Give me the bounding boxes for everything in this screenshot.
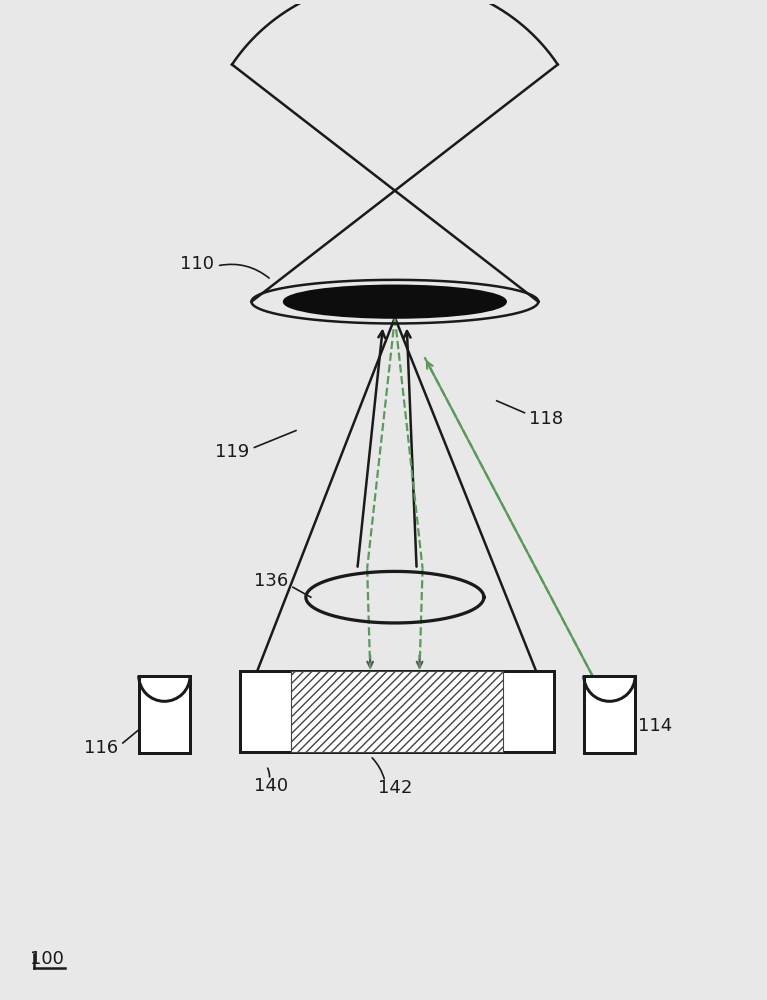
- Text: 142: 142: [377, 779, 412, 797]
- Bar: [239, 671, 554, 752]
- Bar: [139, 676, 190, 753]
- Text: 116: 116: [84, 739, 118, 757]
- Text: 114: 114: [638, 717, 672, 735]
- Ellipse shape: [284, 286, 505, 318]
- Text: 110: 110: [180, 255, 214, 273]
- Bar: [584, 676, 635, 753]
- Text: 140: 140: [254, 777, 288, 795]
- Text: 119: 119: [215, 443, 249, 461]
- Text: 118: 118: [529, 410, 563, 428]
- Text: 100: 100: [30, 950, 64, 968]
- Text: 136: 136: [254, 572, 288, 590]
- Bar: [291, 671, 502, 752]
